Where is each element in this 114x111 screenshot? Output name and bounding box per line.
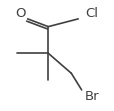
Text: Br: Br [84,90,98,103]
Text: O: O [15,7,26,20]
Text: Cl: Cl [85,7,98,20]
